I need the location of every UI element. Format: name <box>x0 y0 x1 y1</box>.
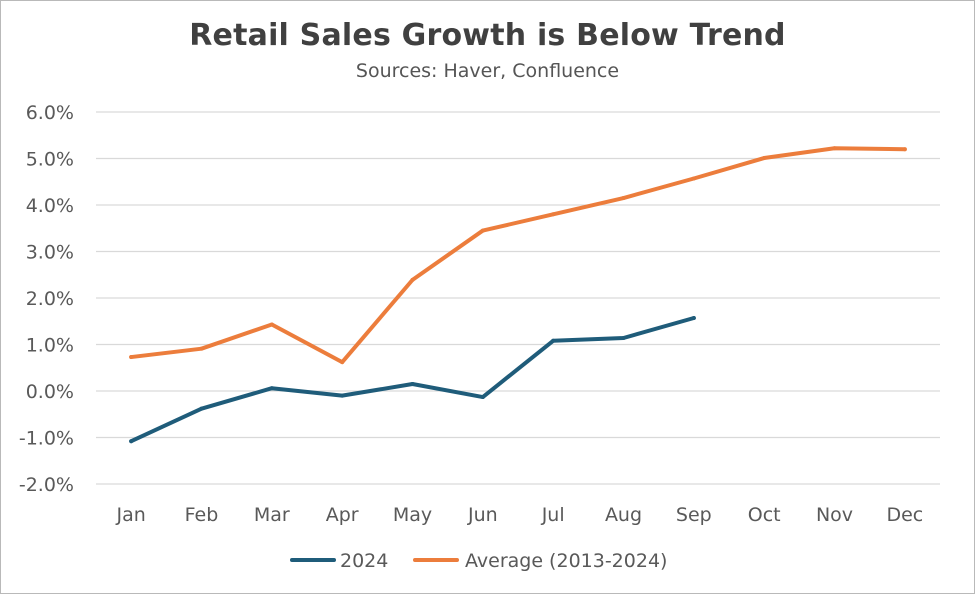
x-tick-label: Jun <box>467 504 498 526</box>
legend-label-2024: 2024 <box>340 550 388 572</box>
series-2024-point <box>480 395 485 400</box>
x-tick-label: Mar <box>254 504 290 526</box>
series-2024-point <box>129 439 134 444</box>
y-tick-label: 4.0% <box>26 195 74 217</box>
y-tick-label: -1.0% <box>19 428 74 450</box>
chart-title: Retail Sales Growth is Below Trend <box>189 18 786 53</box>
y-tick-label: -2.0% <box>19 474 74 496</box>
x-tick-label: Jan <box>116 504 146 526</box>
x-tick-label: May <box>393 504 432 526</box>
y-tick-label: 1.0% <box>26 335 74 357</box>
series-average-point <box>269 322 274 327</box>
series-average-point <box>410 277 415 282</box>
series-average-point <box>129 355 134 360</box>
y-tick-label: 5.0% <box>26 149 74 171</box>
y-tick-label: 3.0% <box>26 242 74 264</box>
y-tick-label: 0.0% <box>26 381 74 403</box>
legend-label-average: Average (2013-2024) <box>465 550 667 572</box>
x-tick-label: Sep <box>676 504 712 526</box>
x-tick-label: Jul <box>541 504 565 526</box>
series-2024-point <box>691 315 696 320</box>
series-2024-line <box>129 315 696 444</box>
x-tick-label: Feb <box>185 504 219 526</box>
series-2024-point <box>269 386 274 391</box>
x-tick-label: Aug <box>605 504 642 526</box>
x-tick-label: Nov <box>816 504 853 526</box>
chart-subtitle: Sources: Haver, Confluence <box>355 60 620 82</box>
y-tick-label: 6.0% <box>26 102 74 124</box>
y-tick-label: 2.0% <box>26 288 74 310</box>
x-tick-label: Apr <box>326 504 359 526</box>
series-average-point <box>551 212 556 217</box>
series-average-point <box>621 196 626 201</box>
series-2024-point <box>199 406 204 411</box>
series-2024-point <box>410 382 415 387</box>
series-average-point <box>480 228 485 233</box>
series-average-point <box>340 360 345 365</box>
series-average-point <box>762 156 767 161</box>
series-average-line <box>129 146 907 365</box>
series-2024-point <box>621 335 626 340</box>
x-tick-label: Oct <box>748 504 781 526</box>
x-tick-label: Dec <box>886 504 923 526</box>
series-average-point <box>832 146 837 151</box>
series-average-point <box>691 176 696 181</box>
series-average-point <box>199 346 204 351</box>
series-2024-point <box>340 393 345 398</box>
series-average-point <box>902 147 907 152</box>
series-2024-point <box>551 338 556 343</box>
